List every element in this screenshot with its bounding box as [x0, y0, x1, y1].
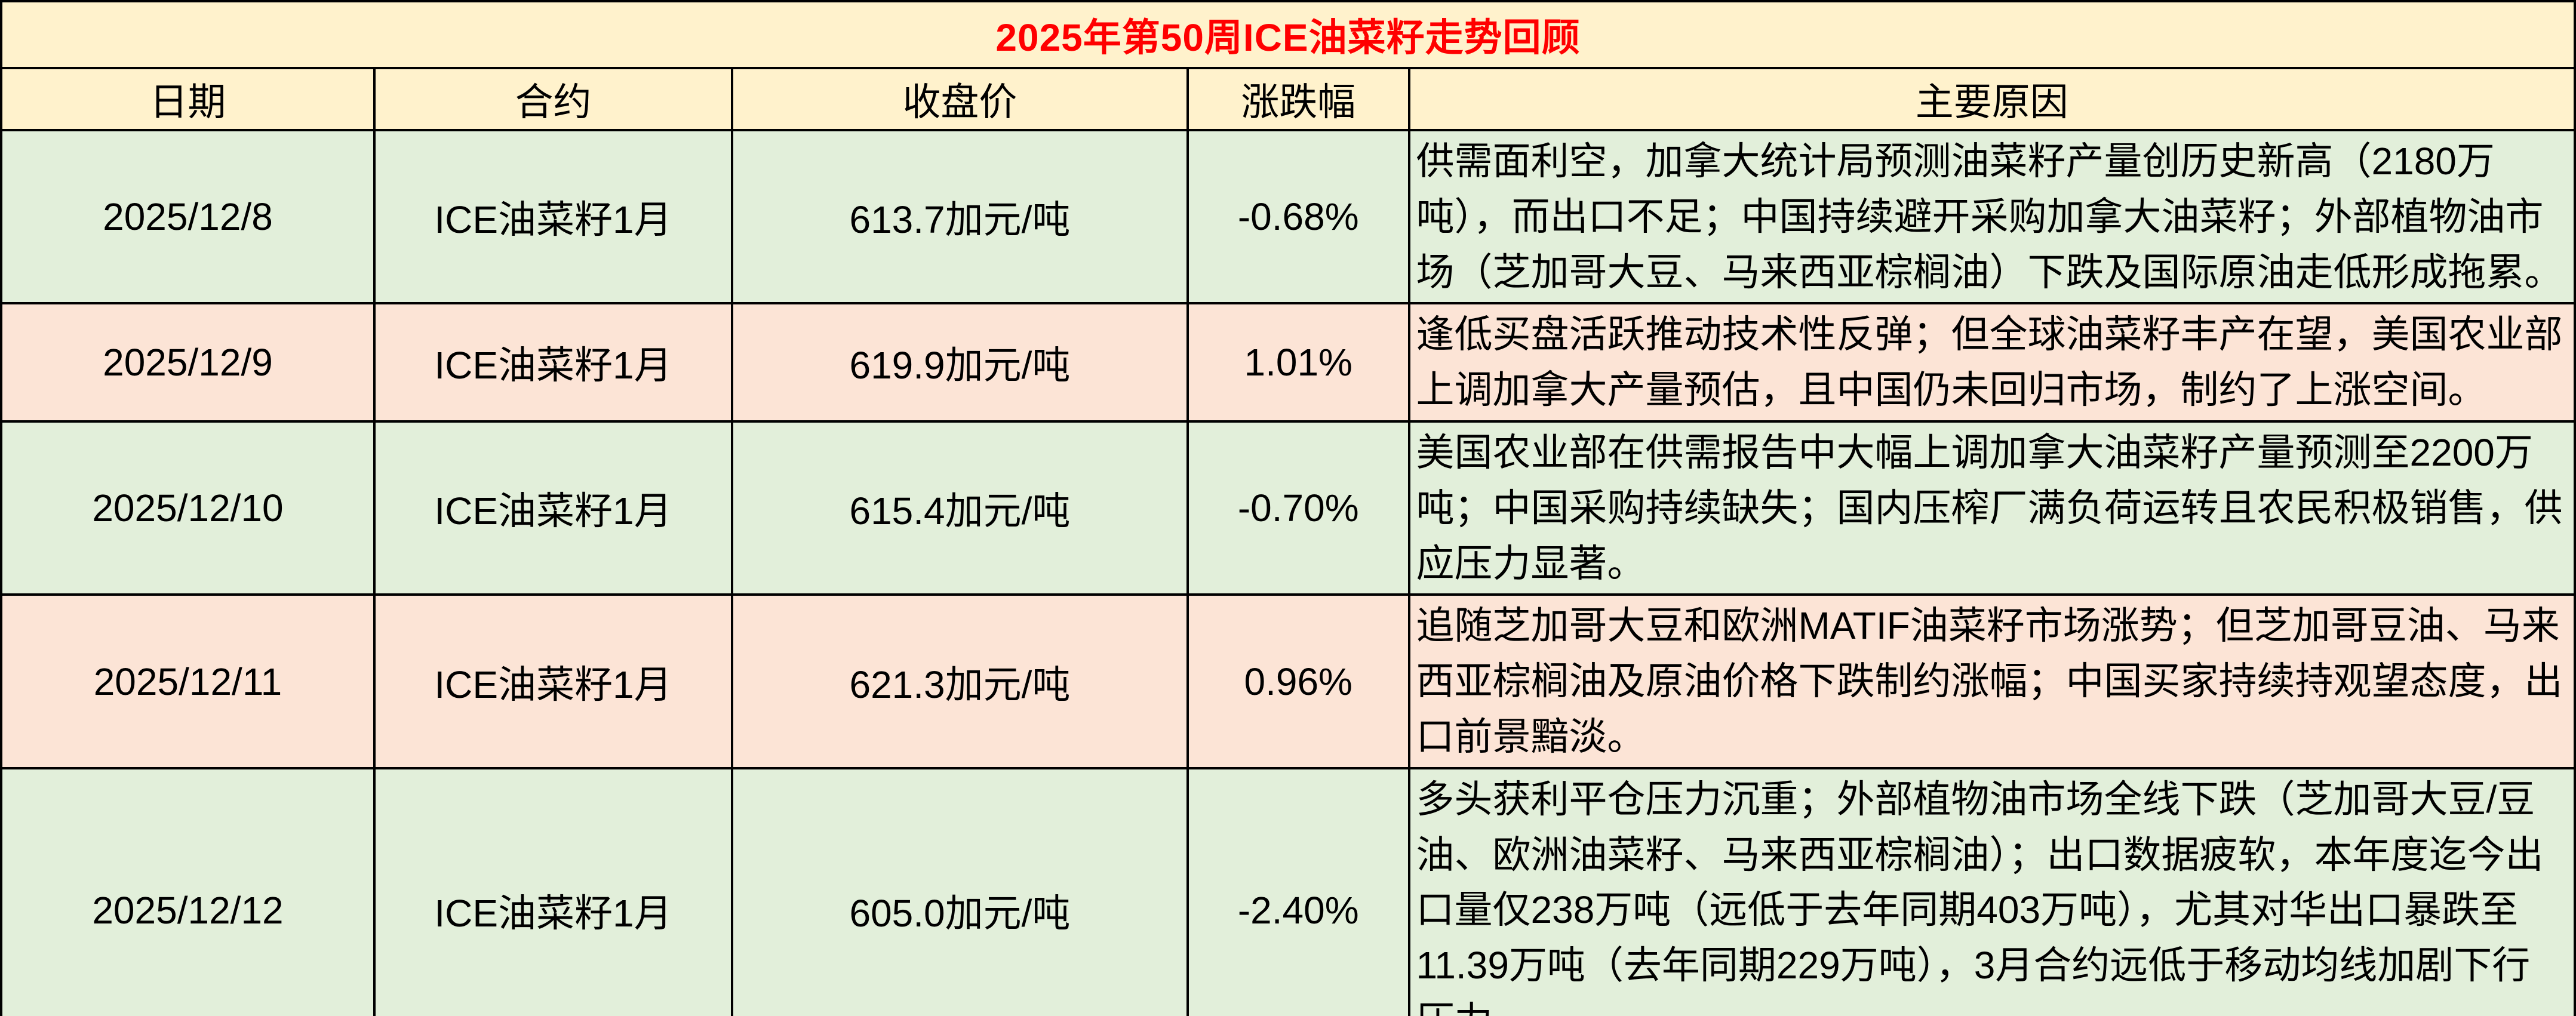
- table-row: 2025/12/12 ICE油菜籽1月 605.0加元/吨 -2.40% 多头获利平仓压…: [0, 766, 2576, 1016]
- change-percent-cell: -0.70%: [1186, 420, 1410, 596]
- contract-cell: ICE油菜籽1月: [373, 766, 734, 1016]
- date-cell: 2025/12/9: [0, 302, 376, 423]
- contract-cell: ICE油菜籽1月: [373, 593, 734, 769]
- column-header-close: 收盘价: [731, 67, 1189, 131]
- table-row: 2025/12/10 ICE油菜籽1月 615.4加元/吨 -0.70% 美国农业部在供…: [0, 420, 2576, 596]
- date-cell: 2025/12/11: [0, 593, 376, 769]
- reason-cell: 供需面利空，加拿大统计局预测油菜籽产量创历史新高（2180万吨），而出口不足；中…: [1407, 128, 2576, 305]
- column-header-change: 涨跌幅: [1186, 67, 1410, 131]
- contract-cell: ICE油菜籽1月: [373, 128, 734, 305]
- column-header-contract: 合约: [373, 67, 734, 131]
- close-price-cell: 605.0加元/吨: [731, 766, 1189, 1016]
- contract-cell: ICE油菜籽1月: [373, 420, 734, 596]
- change-percent-cell: 0.96%: [1186, 593, 1410, 769]
- change-percent-cell: -2.40%: [1186, 766, 1410, 1016]
- reason-cell: 逢低买盘活跃推动技术性反弹；但全球油菜籽丰产在望，美国农业部上调加拿大产量预估，…: [1407, 302, 2576, 423]
- reason-cell: 多头获利平仓压力沉重；外部植物油市场全线下跌（芝加哥大豆/豆油、欧洲油菜籽、马来…: [1407, 766, 2576, 1016]
- date-cell: 2025/12/8: [0, 128, 376, 305]
- date-cell: 2025/12/10: [0, 420, 376, 596]
- column-header-reason: 主要原因: [1407, 67, 2576, 131]
- contract-cell: ICE油菜籽1月: [373, 302, 734, 423]
- change-percent-cell: -0.68%: [1186, 128, 1410, 305]
- change-percent-cell: 1.01%: [1186, 302, 1410, 423]
- page-title: 2025年第50周ICE油菜籽走势回顾: [0, 0, 2576, 69]
- table-row: 2025/12/8 ICE油菜籽1月 613.7加元/吨 -0.68% 供需面利空，加拿…: [0, 128, 2576, 305]
- table-row: 2025/12/11 ICE油菜籽1月 621.3加元/吨 0.96% 追随芝加哥大豆和…: [0, 593, 2576, 769]
- reason-cell: 追随芝加哥大豆和欧洲MATIF油菜籽市场涨势；但芝加哥豆油、马来西亚棕榈油及原油…: [1407, 593, 2576, 769]
- title-row: 2025年第50周ICE油菜籽走势回顾: [0, 0, 2576, 69]
- close-price-cell: 613.7加元/吨: [731, 128, 1189, 305]
- table-row: 2025/12/9 ICE油菜籽1月 619.9加元/吨 1.01% 逢低买盘活跃推动技…: [0, 302, 2576, 423]
- close-price-cell: 621.3加元/吨: [731, 593, 1189, 769]
- reason-cell: 美国农业部在供需报告中大幅上调加拿大油菜籽产量预测至2200万吨；中国采购持续缺…: [1407, 420, 2576, 596]
- column-header-row: 日期 合约 收盘价 涨跌幅 主要原因: [0, 67, 2576, 131]
- close-price-cell: 619.9加元/吨: [731, 302, 1189, 423]
- column-header-date: 日期: [0, 67, 376, 131]
- close-price-cell: 615.4加元/吨: [731, 420, 1189, 596]
- date-cell: 2025/12/12: [0, 766, 376, 1016]
